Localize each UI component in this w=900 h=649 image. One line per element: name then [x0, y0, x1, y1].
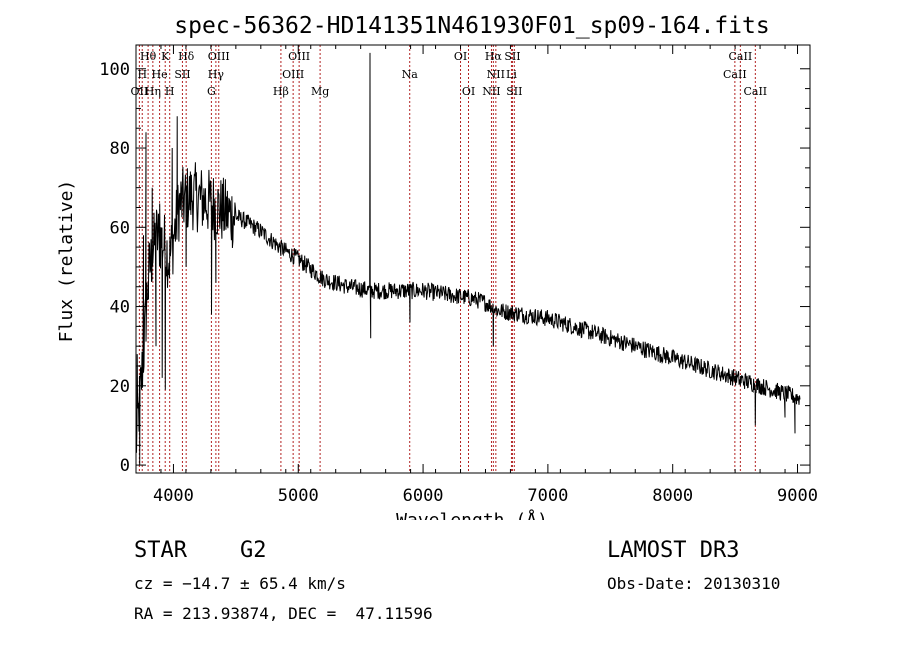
y-tick-label: 20 — [110, 377, 130, 397]
line-label: NII — [482, 85, 500, 98]
object-subclass: G2 — [240, 538, 267, 563]
line-label: OIII — [288, 50, 310, 63]
line-label: Hγ — [208, 68, 225, 81]
y-tick-label: 60 — [110, 218, 130, 238]
sky-coordinates: RA = 213.93874, DEC = 47.11596 — [134, 604, 433, 623]
redshift-value: cz = −14.7 ± 65.4 km/s — [134, 574, 346, 593]
line-label: SII — [174, 68, 190, 81]
line-label: Hθ — [140, 50, 157, 63]
x-axis-label: Wavelength (Å) — [396, 509, 548, 520]
y-tick-label: 80 — [110, 139, 130, 159]
y-axis-label: Flux (relative) — [56, 180, 77, 343]
line-label: OII — [131, 85, 149, 98]
x-tick-label: 6000 — [403, 486, 444, 506]
spectrum-line — [135, 52, 801, 466]
spectral-line-markers — [138, 45, 756, 473]
line-label: CaII — [743, 85, 767, 98]
observation-date: Obs-Date: 20130310 — [607, 574, 781, 593]
line-label: Hδ — [178, 50, 195, 63]
line-label: OIII — [282, 68, 304, 81]
x-axis: 4000 5000 6000 7000 8000 9000 — [153, 45, 818, 506]
y-axis: 0 20 40 60 80 100 — [99, 60, 810, 476]
line-label: OI — [462, 85, 475, 98]
object-class: STAR — [134, 538, 187, 563]
line-label: SII — [506, 85, 522, 98]
x-tick-label: 7000 — [527, 486, 568, 506]
line-label: SII — [504, 50, 520, 63]
plot-frame — [135, 44, 811, 474]
line-label: G — [207, 85, 216, 98]
line-label: NII — [487, 68, 505, 81]
line-label: H — [165, 85, 175, 98]
line-label: Hα — [485, 50, 503, 63]
x-tick-label: 9000 — [777, 486, 818, 506]
line-label: He — [152, 68, 168, 81]
line-label: Hη — [145, 85, 161, 98]
line-label: Li — [506, 68, 517, 81]
y-tick-label: 0 — [120, 456, 130, 476]
y-tick-label: 40 — [110, 298, 130, 318]
spectrum-chart: spec-56362-HD141351N461930F01_sp09-164.f… — [56, 13, 818, 520]
line-label: CaII — [723, 68, 747, 81]
line-label: CaII — [729, 50, 753, 63]
survey-name: LAMOST DR3 — [607, 538, 740, 563]
line-label: Mg — [311, 85, 329, 98]
x-tick-label: 4000 — [153, 486, 194, 506]
x-tick-label: 5000 — [278, 486, 319, 506]
line-label: OI — [454, 50, 467, 63]
line-label: K — [161, 50, 170, 63]
chart-title: spec-56362-HD141351N461930F01_sp09-164.f… — [174, 13, 769, 39]
line-label: H — [137, 68, 147, 81]
line-label: OIII — [208, 50, 230, 63]
x-tick-label: 8000 — [652, 486, 693, 506]
y-tick-label: 100 — [99, 60, 130, 80]
line-label: Na — [402, 68, 419, 81]
line-label: Hβ — [273, 85, 289, 98]
